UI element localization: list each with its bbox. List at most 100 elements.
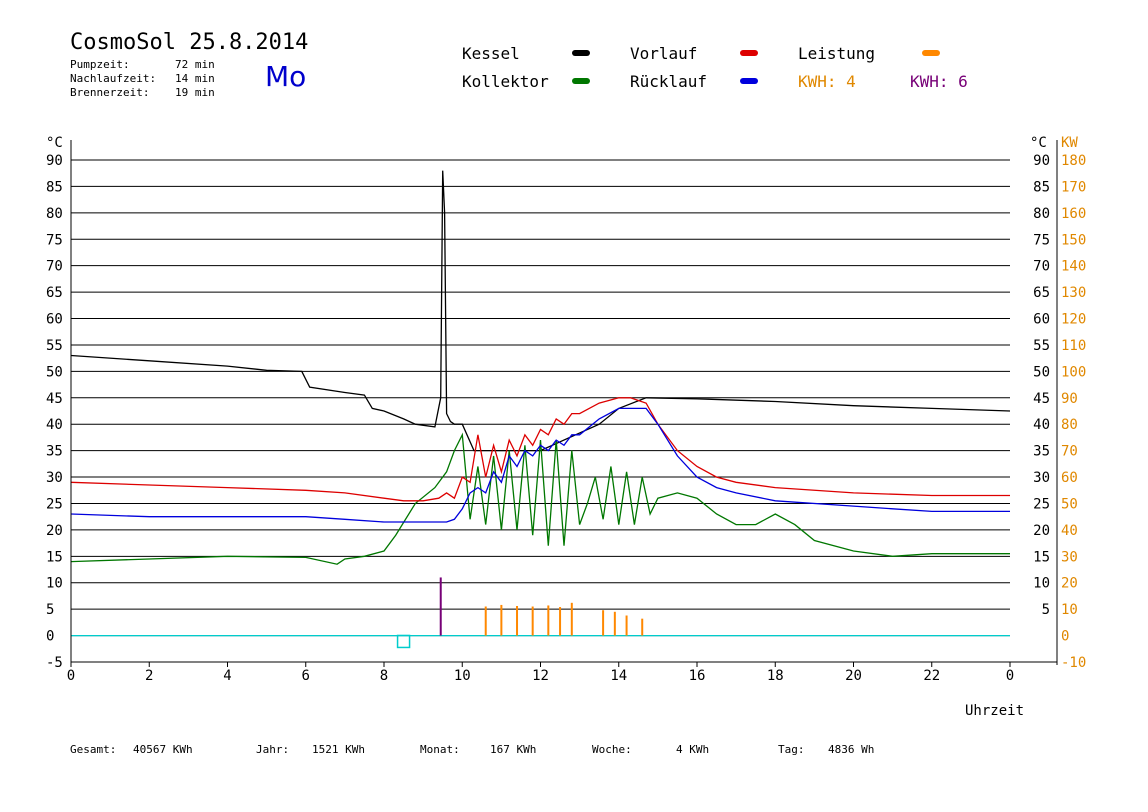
footer-jahr-value: 1521 KWh — [312, 743, 365, 756]
x-tick-label: 12 — [532, 668, 549, 684]
y2-tick-label: -10 — [1061, 655, 1086, 671]
y-right-tick-label: 20 — [1033, 523, 1050, 539]
y-tick-label: 70 — [46, 259, 63, 275]
x-tick-label: 0 — [67, 668, 75, 684]
y-right-tick-label: 10 — [1033, 576, 1050, 592]
y-tick-label: 0 — [46, 629, 54, 645]
y-right-tick-label: 35 — [1033, 444, 1050, 460]
footer-tag-label: Tag: — [778, 743, 805, 756]
footer-gesamt-value: 40567 KWh — [133, 743, 193, 756]
y-right-tick-label: 50 — [1033, 364, 1050, 380]
x-tick-label: 18 — [767, 668, 784, 684]
series-line-rücklauf — [70, 407, 1010, 523]
footer-gesamt-label: Gesamt: — [70, 743, 117, 756]
y-tick-label: 20 — [46, 523, 63, 539]
nachlaufzeit-label: Nachlaufzeit: — [70, 72, 157, 85]
y2-tick-label: 150 — [1061, 232, 1086, 248]
x-tick-label: 20 — [845, 668, 862, 684]
y-right-tick-label: 40 — [1033, 417, 1050, 433]
x-tick-label: 2 — [145, 668, 153, 684]
legend-vorlauf-label: Vorlauf — [630, 44, 698, 63]
y2-tick-label: 140 — [1061, 259, 1086, 275]
legend-kollektor-label: Kollektor — [462, 72, 549, 91]
y-tick-label: 40 — [46, 417, 63, 433]
footer-woche-label: Woche: — [592, 743, 632, 756]
chart-series — [70, 170, 1011, 649]
series-line-vorlauf — [70, 397, 1010, 502]
y-right-tick-label: 90 — [1033, 153, 1050, 169]
chart-axes: -505101520253035404550556065707580859051… — [46, 135, 1086, 719]
y2-tick-label: 170 — [1061, 179, 1086, 195]
y-right-tick-label: 85 — [1033, 179, 1050, 195]
pumpzeit-value: 72 min — [175, 58, 215, 71]
y-tick-label: 50 — [46, 364, 63, 380]
y-right-tick-label: 25 — [1033, 496, 1050, 512]
footer-tag-value: 4836 Wh — [828, 743, 875, 756]
legend-kwh-orange: KWH: 4 — [798, 72, 856, 91]
x-tick-label: 0 — [1006, 668, 1014, 684]
y-tick-label: -5 — [46, 655, 63, 671]
y2-tick-label: 160 — [1061, 206, 1086, 222]
weekday-label: Mo — [265, 60, 307, 93]
footer-woche-value: 4 KWh — [676, 743, 710, 756]
legend-leistung-swatch — [922, 50, 940, 56]
x-tick-label: 22 — [923, 668, 940, 684]
series-line-kessel — [70, 170, 1011, 452]
x-axis-title: Uhrzeit — [965, 703, 1024, 719]
y-tick-label: 30 — [46, 470, 63, 486]
y-right-tick-label: 5 — [1042, 602, 1050, 618]
y-tick-label: 55 — [46, 338, 63, 354]
y2-tick-label: 70 — [1061, 444, 1078, 460]
y2-tick-label: 90 — [1061, 391, 1078, 407]
y-right-tick-label: 65 — [1033, 285, 1050, 301]
legend-vorlauf-swatch — [740, 50, 758, 56]
y2-tick-label: 30 — [1061, 549, 1078, 565]
y-tick-label: 5 — [46, 602, 54, 618]
y2-tick-label: 50 — [1061, 496, 1078, 512]
y-right-tick-label: 15 — [1033, 549, 1050, 565]
y-tick-label: 75 — [46, 232, 63, 248]
y-right-tick-label: 30 — [1033, 470, 1050, 486]
x-tick-label: 10 — [454, 668, 471, 684]
y-right-tick-label: 80 — [1033, 206, 1050, 222]
y2-tick-label: 40 — [1061, 523, 1078, 539]
legend-leistung-label: Leistung — [798, 44, 876, 63]
y-tick-label: 90 — [46, 153, 63, 169]
legend-kessel-label: Kessel — [462, 44, 520, 63]
y-right-tick-label: 45 — [1033, 391, 1050, 407]
chart-grid — [71, 159, 1010, 637]
x-tick-label: 4 — [223, 668, 231, 684]
legend-ruecklauf-swatch — [740, 78, 758, 84]
x-tick-label: 16 — [689, 668, 706, 684]
footer-monat-value: 167 KWh — [490, 743, 537, 756]
legend-ruecklauf-label: Rücklauf — [630, 72, 708, 91]
y-tick-label: 25 — [46, 496, 63, 512]
x-tick-label: 6 — [302, 668, 310, 684]
nachlaufzeit-value: 14 min — [175, 72, 215, 85]
stats-labels: Pumpzeit: Nachlaufzeit: Brennerzeit: — [70, 58, 156, 100]
y-tick-label: 85 — [46, 179, 63, 195]
y2-tick-label: 10 — [1061, 602, 1078, 618]
brennerzeit-label: Brennerzeit: — [70, 86, 150, 99]
y-right-tick-label: 70 — [1033, 259, 1050, 275]
y2-tick-label: 20 — [1061, 576, 1078, 592]
legend-kessel-swatch — [572, 50, 590, 56]
legend-kollektor-swatch — [572, 78, 590, 84]
y-tick-label: 65 — [46, 285, 63, 301]
legend-kwh-purple: KWH: 6 — [910, 72, 968, 91]
y-tick-label: 10 — [46, 576, 63, 592]
y-tick-label: 15 — [46, 549, 63, 565]
y2-tick-label: 130 — [1061, 285, 1086, 301]
y-right-tick-label: 60 — [1033, 312, 1050, 328]
y2-tick-label: 0 — [1061, 629, 1069, 645]
marker-square — [396, 634, 411, 649]
page-title: CosmoSol 25.8.2014 — [70, 30, 309, 55]
y2-axis-unit: KW — [1061, 135, 1078, 151]
y2-tick-label: 120 — [1061, 312, 1086, 328]
y2-tick-label: 100 — [1061, 364, 1086, 380]
y-right-tick-label: 55 — [1033, 338, 1050, 354]
y2-tick-label: 110 — [1061, 338, 1086, 354]
footer-monat-label: Monat: — [420, 743, 460, 756]
brennerzeit-value: 19 min — [175, 86, 215, 99]
